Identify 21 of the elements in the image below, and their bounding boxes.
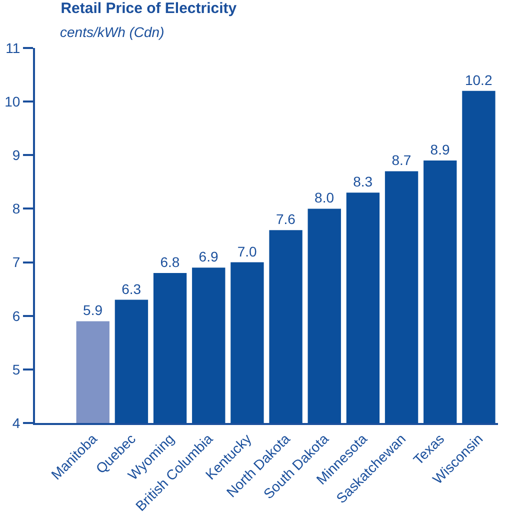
y-tick-label: 10	[4, 93, 20, 110]
data-label: 7.6	[276, 211, 296, 228]
y-tick-label: 8	[12, 200, 20, 217]
y-tick-label: 9	[12, 147, 20, 164]
data-label: 8.3	[353, 174, 373, 190]
y-tick-label: 6	[12, 308, 20, 324]
data-label: 6.9	[198, 248, 218, 265]
data-label: 6.3	[122, 280, 142, 297]
data-label: 8.7	[392, 152, 412, 168]
data-label: 8.0	[314, 190, 334, 206]
data-label: 8.9	[430, 142, 450, 158]
data-label: 10.2	[464, 72, 492, 88]
data-label: 5.9	[83, 302, 103, 318]
chart-subtitle: cents/kWh (Cdn)	[60, 24, 164, 40]
chart-title: Retail Price of Electricity	[60, 0, 238, 18]
y-tick-label: 11	[6, 40, 20, 56]
y-tick-label: 4	[12, 414, 20, 431]
y-tick-label: 5	[12, 361, 20, 378]
data-label: 7.0	[237, 243, 258, 260]
y-tick-label: 7	[12, 254, 20, 270]
data-label: 6.8	[160, 254, 180, 270]
